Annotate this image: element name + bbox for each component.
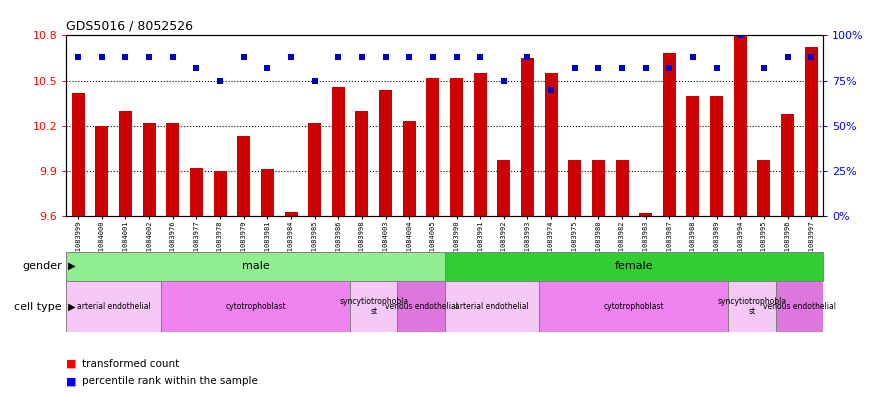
Text: cytotrophoblast: cytotrophoblast bbox=[225, 302, 286, 311]
Bar bbox=[710, 95, 723, 216]
Point bbox=[426, 54, 440, 60]
Text: ▶: ▶ bbox=[65, 261, 76, 271]
Point bbox=[379, 54, 393, 60]
Point bbox=[781, 54, 795, 60]
Point bbox=[662, 65, 676, 71]
Point bbox=[260, 65, 274, 71]
Bar bbox=[776, 281, 823, 332]
Bar bbox=[687, 95, 699, 216]
Point bbox=[567, 65, 581, 71]
Point bbox=[165, 54, 180, 60]
Text: GDS5016 / 8052526: GDS5016 / 8052526 bbox=[66, 20, 194, 33]
Point bbox=[402, 54, 416, 60]
Text: male: male bbox=[242, 261, 269, 271]
Point bbox=[71, 54, 85, 60]
Point bbox=[733, 32, 747, 39]
Bar bbox=[261, 169, 273, 216]
Bar bbox=[190, 168, 203, 216]
Bar bbox=[444, 252, 823, 281]
Bar bbox=[66, 281, 161, 332]
Text: syncytiotrophobla
st: syncytiotrophobla st bbox=[339, 297, 408, 316]
Text: ▶: ▶ bbox=[65, 301, 76, 312]
Bar bbox=[403, 121, 416, 216]
Point bbox=[615, 65, 629, 71]
Bar bbox=[332, 86, 345, 216]
Point bbox=[213, 77, 227, 84]
Bar bbox=[568, 160, 581, 216]
Point bbox=[639, 65, 653, 71]
Point bbox=[236, 54, 250, 60]
Point bbox=[686, 54, 700, 60]
Bar bbox=[379, 90, 392, 216]
Bar bbox=[804, 48, 818, 216]
Text: cell type: cell type bbox=[14, 301, 62, 312]
Bar bbox=[539, 281, 728, 332]
Point bbox=[355, 54, 369, 60]
Bar bbox=[781, 114, 794, 216]
Point bbox=[119, 54, 133, 60]
Point bbox=[95, 54, 109, 60]
Bar bbox=[66, 252, 444, 281]
Point bbox=[189, 65, 204, 71]
Text: gender: gender bbox=[22, 261, 62, 271]
Bar bbox=[616, 160, 628, 216]
Bar bbox=[356, 111, 368, 216]
Point bbox=[473, 54, 488, 60]
Text: syncytiotrophobla
st: syncytiotrophobla st bbox=[718, 297, 787, 316]
Text: ■: ■ bbox=[66, 358, 77, 369]
Bar bbox=[96, 126, 108, 216]
Point bbox=[520, 54, 535, 60]
Bar bbox=[397, 281, 444, 332]
Point bbox=[496, 77, 511, 84]
Bar bbox=[592, 160, 605, 216]
Point bbox=[757, 65, 771, 71]
Point bbox=[284, 54, 298, 60]
Text: venous endothelial: venous endothelial bbox=[385, 302, 458, 311]
Bar bbox=[427, 77, 439, 216]
Bar bbox=[728, 281, 776, 332]
Bar bbox=[213, 171, 227, 216]
Text: cytotrophoblast: cytotrophoblast bbox=[604, 302, 665, 311]
Bar bbox=[734, 35, 747, 216]
Bar bbox=[350, 281, 397, 332]
Bar bbox=[497, 160, 511, 216]
Text: ■: ■ bbox=[66, 376, 77, 386]
Bar bbox=[758, 160, 771, 216]
Point bbox=[710, 65, 724, 71]
Text: arterial endothelial: arterial endothelial bbox=[77, 302, 150, 311]
Bar bbox=[166, 123, 180, 216]
Bar bbox=[308, 123, 321, 216]
Point bbox=[331, 54, 345, 60]
Bar bbox=[161, 281, 350, 332]
Bar bbox=[119, 111, 132, 216]
Bar bbox=[444, 281, 539, 332]
Text: arterial endothelial: arterial endothelial bbox=[455, 302, 529, 311]
Bar bbox=[521, 58, 534, 216]
Point bbox=[804, 54, 819, 60]
Bar bbox=[473, 73, 487, 216]
Point bbox=[142, 54, 157, 60]
Bar bbox=[450, 77, 463, 216]
Text: female: female bbox=[614, 261, 653, 271]
Point bbox=[544, 86, 558, 93]
Bar bbox=[72, 93, 85, 216]
Bar bbox=[284, 211, 297, 216]
Text: venous endothelial: venous endothelial bbox=[763, 302, 836, 311]
Bar bbox=[663, 53, 676, 216]
Text: percentile rank within the sample: percentile rank within the sample bbox=[82, 376, 258, 386]
Point bbox=[308, 77, 322, 84]
Bar bbox=[544, 73, 558, 216]
Point bbox=[450, 54, 464, 60]
Bar bbox=[142, 123, 156, 216]
Bar bbox=[639, 213, 652, 216]
Bar bbox=[237, 136, 250, 216]
Point bbox=[591, 65, 605, 71]
Text: transformed count: transformed count bbox=[82, 358, 180, 369]
